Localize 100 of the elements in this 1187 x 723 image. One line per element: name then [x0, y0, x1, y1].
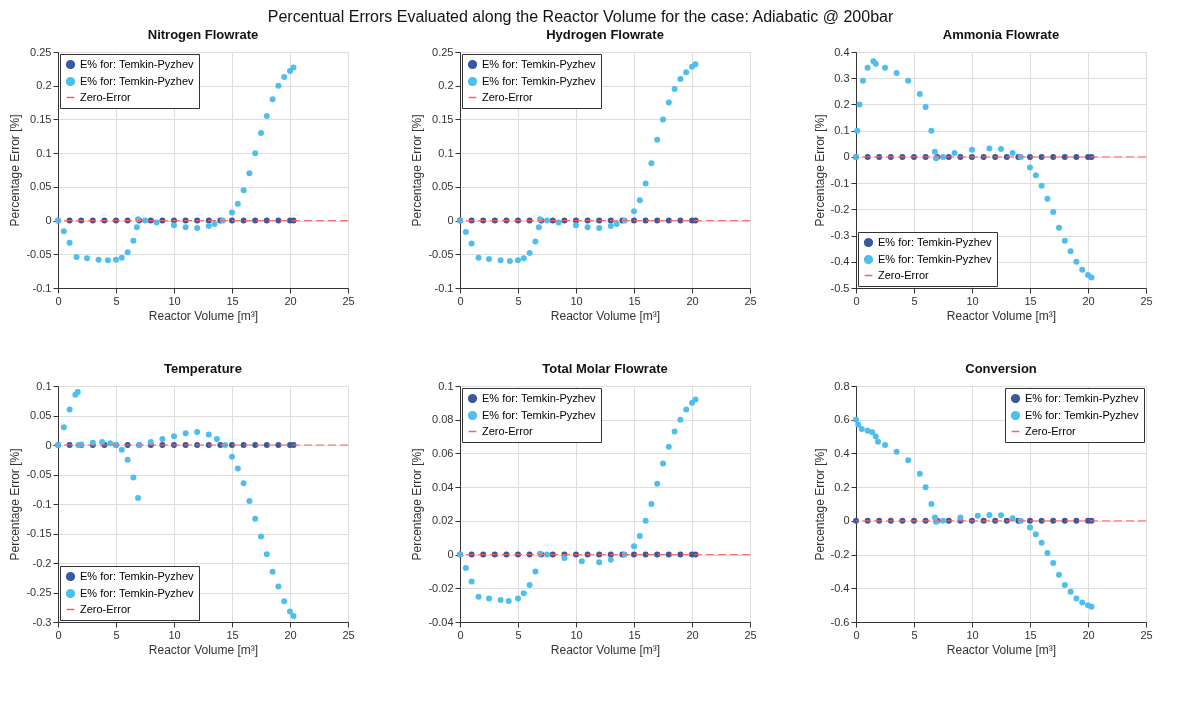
y-tick-label: 0.1 — [36, 146, 52, 159]
y-tick-label: -0.15 — [26, 527, 52, 539]
y-axis-title: Percentage Error [%] — [812, 114, 827, 227]
x-tick-label: 0 — [853, 628, 860, 641]
x-axis-title: Reactor Volume [m³] — [550, 308, 661, 323]
y-tick-label: 0 — [447, 214, 454, 227]
x-tick-label: 25 — [744, 628, 757, 641]
y-tick-label: 0.15 — [30, 112, 52, 125]
x-tick-label: 0 — [55, 294, 62, 307]
x-tick-label: 0 — [457, 294, 464, 307]
x-tick-label: 25 — [744, 294, 757, 307]
x-tick-label: 25 — [342, 628, 355, 641]
y-tick-label: 0.4 — [834, 45, 850, 58]
x-tick-label: 0 — [457, 628, 464, 641]
x-tick-label: 10 — [570, 628, 583, 641]
x-tick-label: 10 — [966, 294, 979, 307]
y-tick-label: 0.1 — [438, 146, 454, 159]
y-tick-label: 0.2 — [834, 97, 850, 110]
legend-label: E% for: Temkin-Pyzhev — [80, 569, 194, 582]
x-tick-label: 25 — [342, 294, 355, 307]
y-tick-label: 0 — [447, 548, 454, 561]
x-tick-label: 15 — [628, 294, 641, 307]
y-tick-label: 0.1 — [438, 379, 454, 392]
y-tick-label: -0.2 — [32, 556, 52, 569]
y-tick-label: 0.04 — [432, 480, 454, 493]
y-tick-label: 0.05 — [30, 180, 52, 193]
x-tick-label: 20 — [284, 294, 297, 307]
y-tick-label: 0.08 — [432, 413, 454, 426]
y-axis-title: Percentage Error [%] — [812, 448, 827, 561]
legend-label: E% for: Temkin-Pyzhev — [1025, 408, 1139, 421]
legend-label: Zero-Error — [80, 602, 132, 615]
legend-label: E% for: Temkin-Pyzhev — [80, 74, 194, 87]
x-tick-label: 5 — [911, 628, 918, 641]
y-tick-label: 0.05 — [30, 409, 52, 421]
y-tick-label: 0.1 — [834, 124, 850, 137]
y-tick-label: -0.6 — [830, 615, 850, 628]
y-tick-label: 0.05 — [432, 180, 454, 193]
y-axis-title: Percentage Error [%] — [8, 448, 23, 561]
y-tick-label: 0.06 — [432, 446, 454, 459]
x-tick-label: 5 — [911, 294, 918, 307]
legend-label: E% for: Temkin-Pyzhev — [482, 57, 596, 70]
x-tick-label: 20 — [686, 628, 699, 641]
x-tick-label: 15 — [628, 628, 641, 641]
x-tick-label: 5 — [515, 628, 522, 641]
x-tick-label: 20 — [1082, 628, 1095, 641]
y-tick-label: -0.05 — [26, 468, 52, 480]
x-tick-label: 0 — [55, 628, 62, 641]
y-tick-label: 0.2 — [834, 480, 850, 493]
x-tick-label: 5 — [113, 294, 120, 307]
chart-title: Temperature — [164, 361, 242, 376]
legend-label: E% for: Temkin-Pyzhev — [482, 408, 596, 421]
x-tick-label: 10 — [570, 294, 583, 307]
x-tick-label: 10 — [168, 294, 181, 307]
x-tick-label: 0 — [853, 294, 860, 307]
y-tick-label: 0.1 — [36, 379, 52, 392]
legend-label: Zero-Error — [482, 424, 534, 437]
legend-label: E% for: Temkin-Pyzhev — [80, 57, 194, 70]
legend-label: E% for: Temkin-Pyzhev — [878, 252, 992, 265]
y-tick-label: -0.1 — [830, 176, 850, 189]
x-tick-label: 5 — [113, 628, 120, 641]
x-tick-label: 20 — [1082, 294, 1095, 307]
y-tick-label: -0.1 — [32, 497, 52, 510]
legend-label: E% for: Temkin-Pyzhev — [80, 586, 194, 599]
y-tick-label: 0.2 — [36, 79, 52, 92]
y-tick-label: -0.05 — [428, 247, 454, 260]
legend-label: E% for: Temkin-Pyzhev — [878, 235, 992, 248]
y-tick-label: -0.25 — [26, 586, 52, 598]
y-tick-label: 0.8 — [834, 379, 850, 392]
y-tick-label: -0.3 — [32, 615, 52, 628]
legend-label: Zero-Error — [80, 90, 132, 103]
x-tick-label: 20 — [284, 628, 297, 641]
legend-label: Zero-Error — [482, 90, 534, 103]
x-axis-title: Reactor Volume [m³] — [946, 642, 1057, 657]
y-tick-label: -0.04 — [428, 615, 454, 628]
y-tick-label: -0.05 — [26, 247, 52, 260]
y-tick-label: -0.2 — [830, 548, 850, 561]
y-tick-label: 0.3 — [834, 71, 850, 84]
x-tick-label: 25 — [1140, 628, 1153, 641]
y-tick-label: 0 — [843, 150, 850, 163]
y-tick-label: 0.6 — [834, 413, 850, 426]
text: Percentual Errors Evaluated along the Reactor Volume for the case: Adiabatic @ 200bar — [267, 7, 894, 25]
x-axis-title: Reactor Volume [m³] — [148, 642, 259, 657]
x-tick-label: 15 — [226, 628, 239, 641]
x-axis-title: Reactor Volume [m³] — [550, 642, 661, 657]
y-axis-title: Percentage Error [%] — [410, 114, 425, 227]
x-tick-label: 20 — [686, 294, 699, 307]
chart-title: Conversion — [965, 361, 1037, 376]
x-tick-label: 15 — [1024, 294, 1037, 307]
x-tick-label: 25 — [1140, 294, 1153, 307]
y-tick-label: 0.25 — [30, 45, 52, 58]
legend-label: E% for: Temkin-Pyzhev — [482, 391, 596, 404]
y-tick-label: -0.1 — [434, 281, 454, 294]
chart-title: Hydrogen Flowrate — [546, 27, 664, 42]
chart-title: Total Molar Flowrate — [542, 361, 668, 376]
y-tick-label: 0.15 — [432, 112, 454, 125]
y-tick-label: 0 — [45, 438, 52, 451]
legend-label: E% for: Temkin-Pyzhev — [482, 74, 596, 87]
y-tick-label: -0.4 — [830, 255, 850, 268]
legend-label: E% for: Temkin-Pyzhev — [1025, 391, 1139, 404]
x-tick-label: 5 — [515, 294, 522, 307]
